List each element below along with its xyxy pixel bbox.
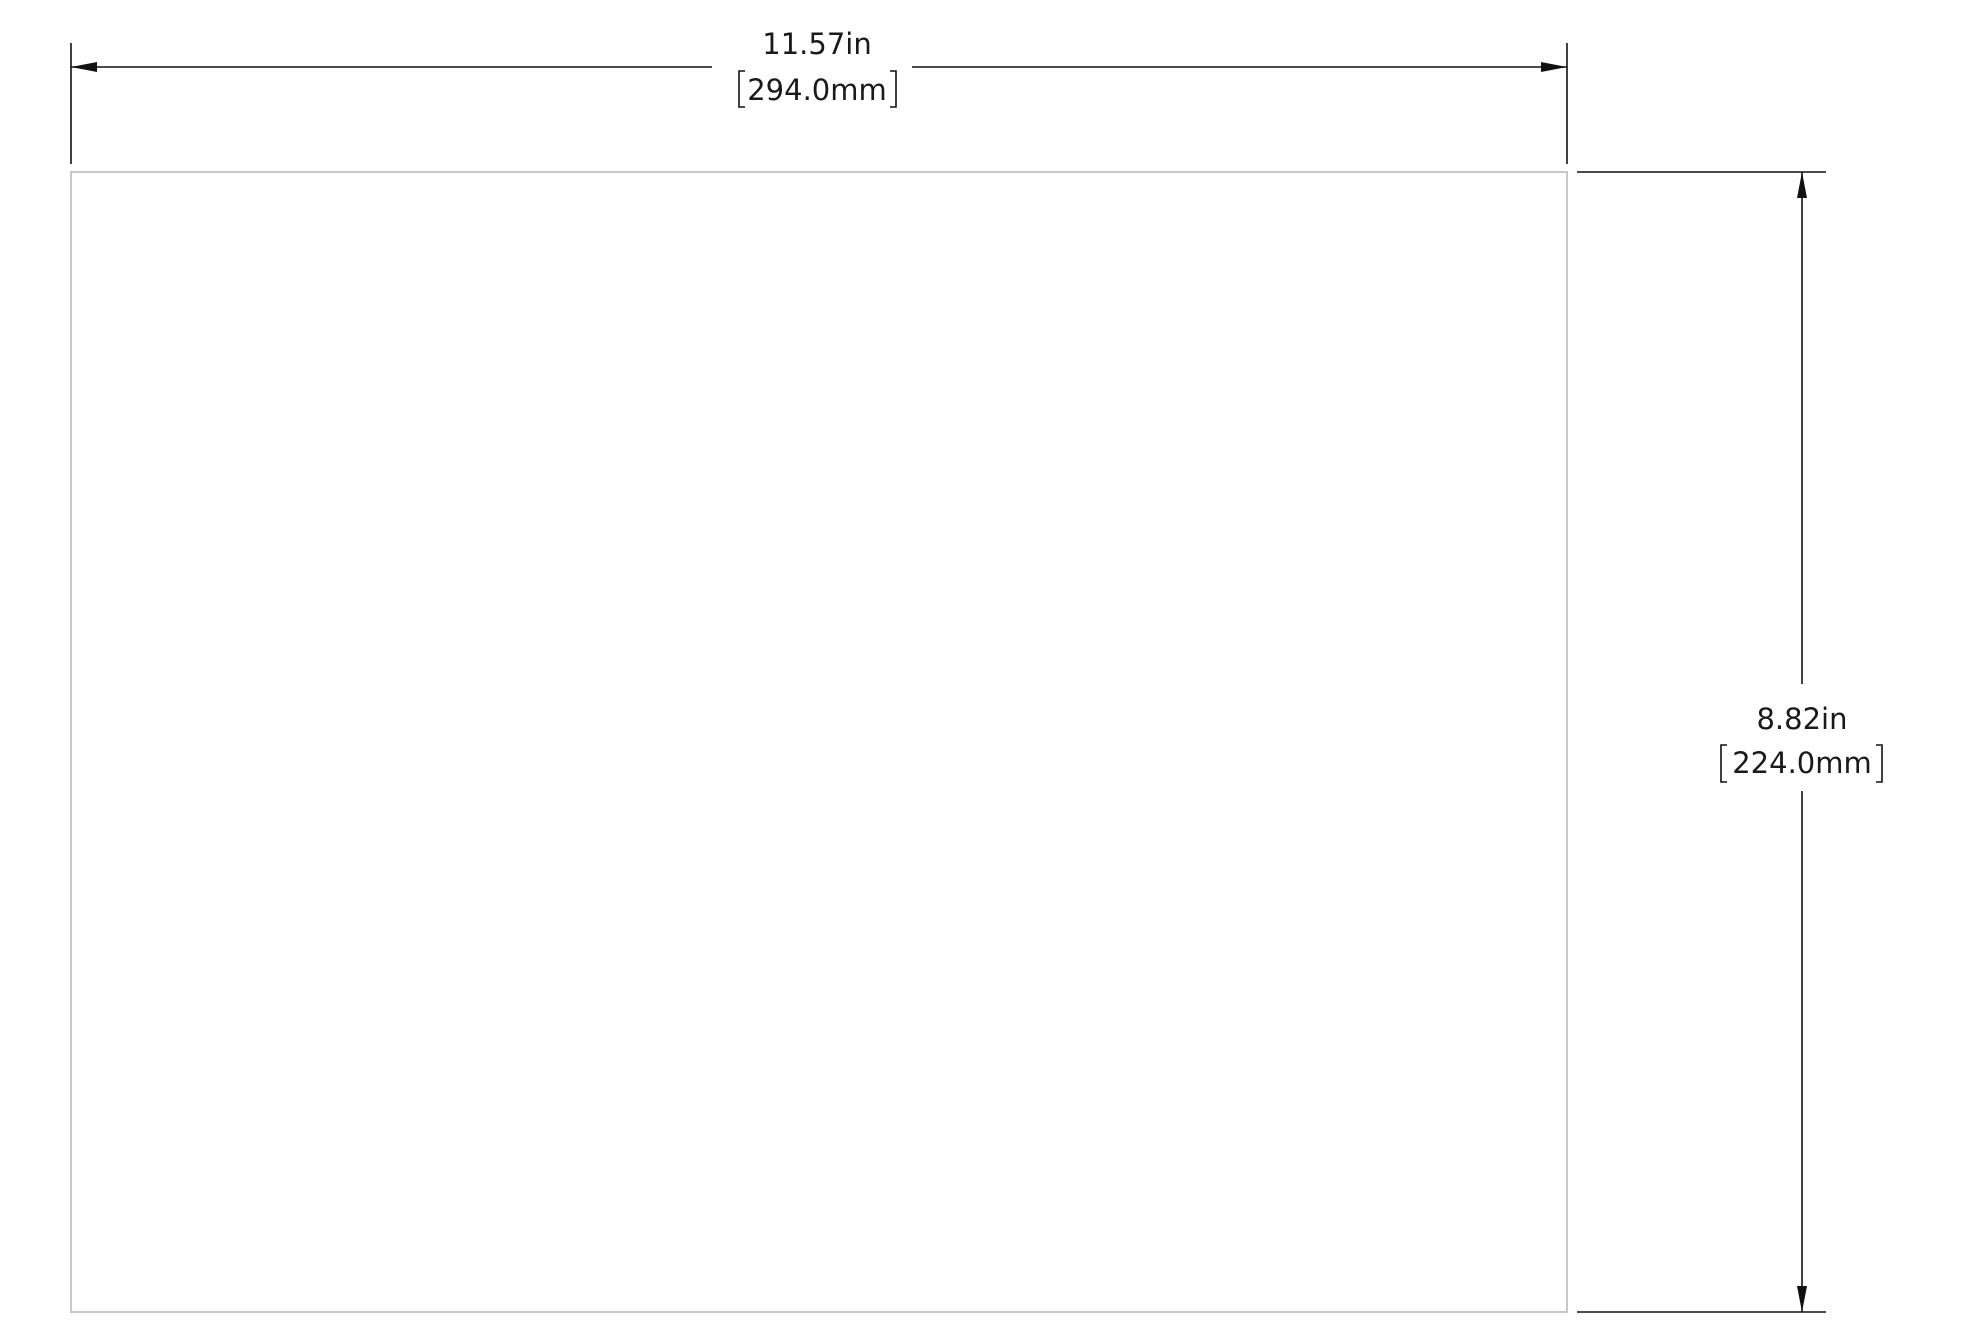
width-metric-bracket-close	[890, 70, 897, 108]
height-metric-bracket-open	[1720, 744, 1727, 783]
height-arrowhead-bottom	[1797, 1286, 1807, 1312]
width-metric-bracket-open	[738, 70, 745, 108]
height-dimension: 8.82in 224.0mm	[1577, 171, 1883, 1313]
width-metric-group: 294.0mm	[738, 70, 897, 108]
height-metric-label: 224.0mm	[1732, 746, 1872, 780]
width-imperial-label: 11.57in	[762, 27, 871, 61]
height-metric-bracket-close	[1876, 744, 1883, 783]
height-arrowhead-top	[1797, 172, 1807, 198]
height-metric-group: 224.0mm	[1720, 744, 1883, 783]
width-dimension: 11.57in 294.0mm	[70, 27, 1568, 164]
width-arrowhead-right	[1541, 62, 1567, 72]
width-arrowhead-left	[71, 62, 97, 72]
width-metric-label: 294.0mm	[747, 73, 887, 107]
height-imperial-label: 8.82in	[1756, 702, 1847, 736]
part-outline	[70, 171, 1568, 1313]
